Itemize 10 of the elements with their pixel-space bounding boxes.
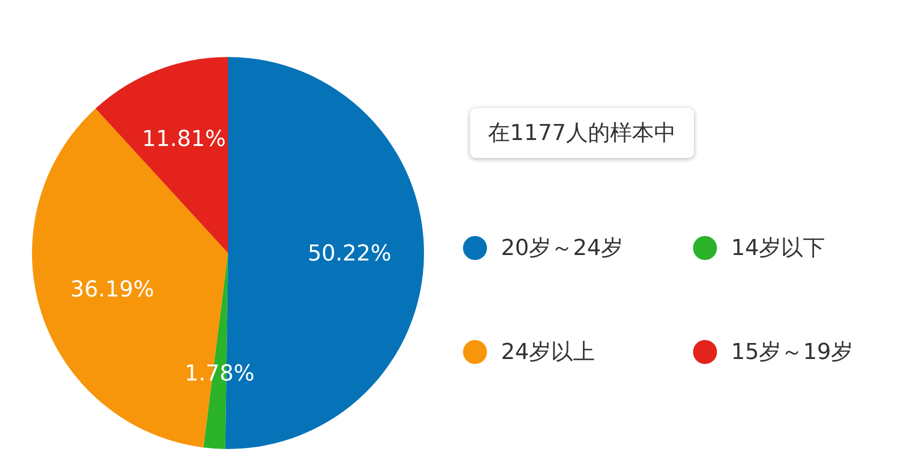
- data-label: 11.81%: [142, 127, 226, 152]
- data-label: 50.22%: [308, 241, 392, 266]
- pie-slice: [96, 57, 228, 253]
- data-label: 1.78%: [184, 362, 254, 387]
- text: 在1177人的样本中: [470, 108, 694, 158]
- data-label: 36.19%: [70, 277, 154, 302]
- legend-label: 15岁～19岁: [731, 339, 853, 367]
- legend-label: 24岁以上: [501, 339, 595, 367]
- legend-label: 20岁～24岁: [501, 235, 623, 263]
- legend-label: 14岁以下: [731, 235, 825, 263]
